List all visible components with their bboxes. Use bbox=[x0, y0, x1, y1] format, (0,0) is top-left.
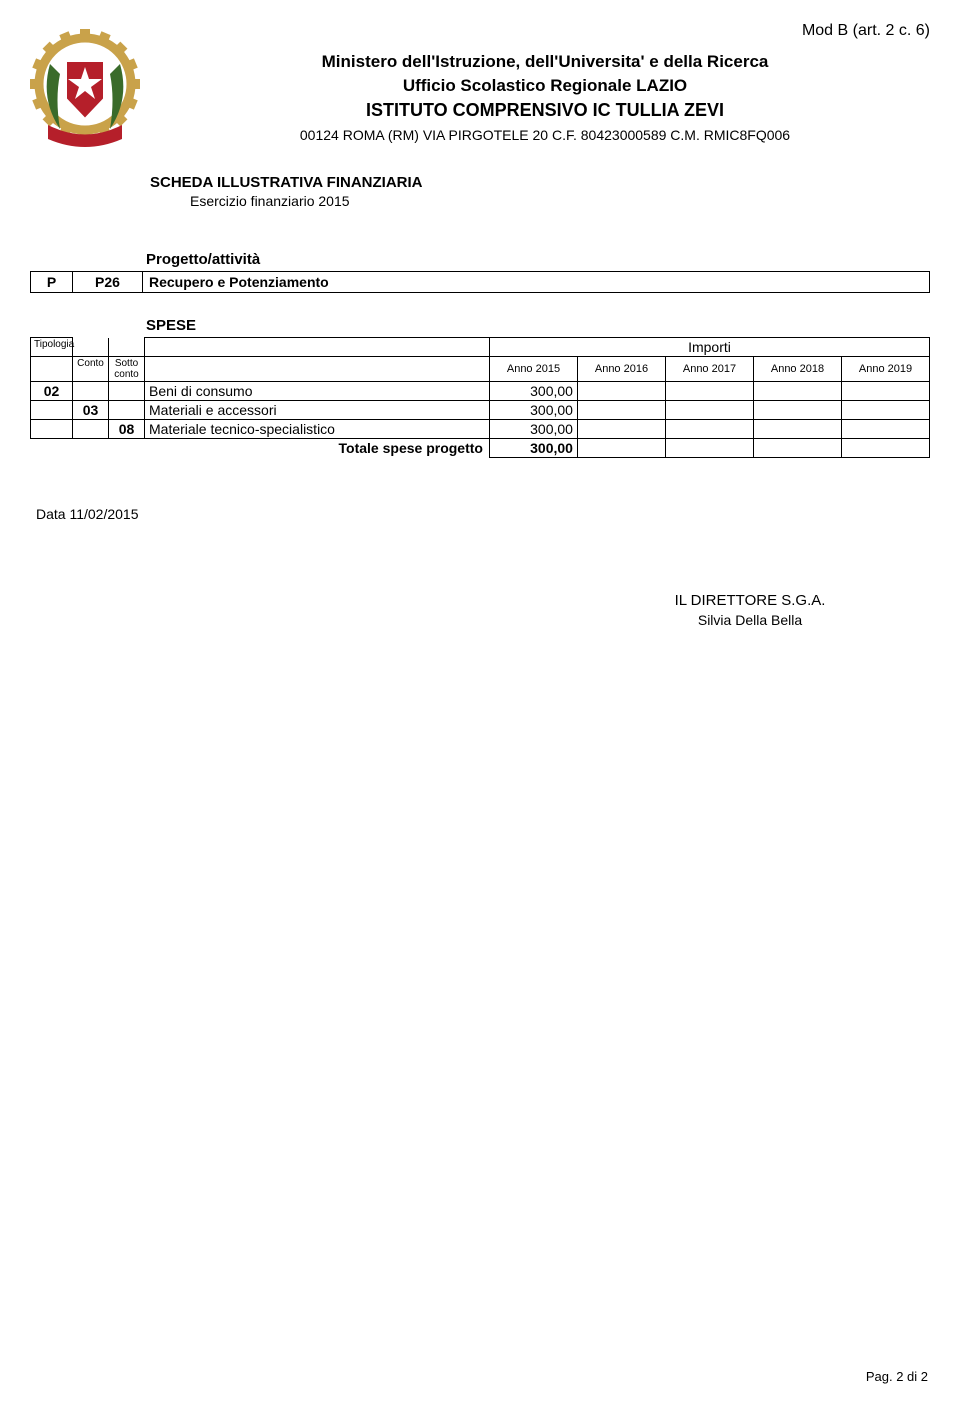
page-number: Pag. 2 di 2 bbox=[866, 1369, 928, 1384]
progetto-table: P P26 Recupero e Potenziamento bbox=[30, 271, 930, 293]
table-row-total: Totale spese progetto 300,00 bbox=[31, 439, 930, 458]
total-label: Totale spese progetto bbox=[31, 439, 490, 458]
cell-val bbox=[753, 382, 841, 401]
document-page: Mod B (art. 2 c. 6) bbox=[0, 0, 960, 1412]
cell-tip bbox=[31, 401, 73, 420]
total-val bbox=[577, 439, 665, 458]
table-row: Conto Sotto conto Anno 2015 Anno 2016 An… bbox=[31, 357, 930, 382]
table-row: P P26 Recupero e Potenziamento bbox=[31, 272, 930, 293]
data-line: Data 11/02/2015 bbox=[36, 506, 930, 522]
table-row: 02 Beni di consumo 300,00 bbox=[31, 382, 930, 401]
progetto-desc: Recupero e Potenziamento bbox=[143, 272, 930, 293]
cell-sotto bbox=[109, 382, 145, 401]
cell-conto bbox=[73, 420, 109, 439]
spacer bbox=[31, 357, 73, 382]
cell-val bbox=[753, 401, 841, 420]
cell-sotto bbox=[109, 401, 145, 420]
header-text: Ministero dell'Istruzione, dell'Universi… bbox=[160, 50, 930, 143]
cell-val: 300,00 bbox=[489, 401, 577, 420]
cell-val bbox=[577, 420, 665, 439]
cell-val bbox=[753, 420, 841, 439]
cell-val bbox=[665, 401, 753, 420]
cell-conto: 03 bbox=[73, 401, 109, 420]
cell-sotto: 08 bbox=[109, 420, 145, 439]
col-year: Anno 2015 bbox=[489, 357, 577, 382]
spacer bbox=[145, 357, 490, 382]
scheda-block: SCHEDA ILLUSTRATIVA FINANZIARIA Esercizi… bbox=[150, 174, 930, 209]
cell-conto bbox=[73, 382, 109, 401]
col-importi: Importi bbox=[489, 338, 929, 357]
total-val bbox=[841, 439, 929, 458]
progetto-label: Progetto/attività bbox=[146, 251, 930, 268]
cell-tip: 02 bbox=[31, 382, 73, 401]
header-block: Ministero dell'Istruzione, dell'Universi… bbox=[30, 25, 930, 154]
progetto-code1: P bbox=[31, 272, 73, 293]
cell-val: 300,00 bbox=[489, 382, 577, 401]
spacer bbox=[109, 338, 145, 357]
total-val: 300,00 bbox=[489, 439, 577, 458]
institute-line: ISTITUTO COMPRENSIVO IC TULLIA ZEVI bbox=[160, 100, 930, 121]
cell-val: 300,00 bbox=[489, 420, 577, 439]
col-tipologia: Tipologia bbox=[31, 338, 73, 357]
cell-val bbox=[841, 401, 929, 420]
progetto-code2: P26 bbox=[73, 272, 143, 293]
table-row: 08 Materiale tecnico-specialistico 300,0… bbox=[31, 420, 930, 439]
col-year: Anno 2017 bbox=[665, 357, 753, 382]
cell-val bbox=[577, 382, 665, 401]
signature-name: Silvia Della Bella bbox=[590, 612, 910, 628]
cell-val bbox=[841, 382, 929, 401]
italian-emblem-icon bbox=[30, 29, 140, 154]
spese-table: Tipologia Importi Conto Sotto conto Anno… bbox=[30, 337, 930, 458]
address-line: 00124 ROMA (RM) VIA PIRGOTELE 20 C.F. 80… bbox=[160, 127, 930, 143]
col-year: Anno 2018 bbox=[753, 357, 841, 382]
cell-val bbox=[665, 382, 753, 401]
cell-desc: Materiali e accessori bbox=[145, 401, 490, 420]
table-row: 03 Materiali e accessori 300,00 bbox=[31, 401, 930, 420]
cell-desc: Materiale tecnico-specialistico bbox=[145, 420, 490, 439]
signature-block: IL DIRETTORE S.G.A. Silvia Della Bella bbox=[590, 592, 910, 628]
cell-desc: Beni di consumo bbox=[145, 382, 490, 401]
scheda-title: SCHEDA ILLUSTRATIVA FINANZIARIA bbox=[150, 174, 930, 191]
col-year: Anno 2016 bbox=[577, 357, 665, 382]
office-line: Ufficio Scolastico Regionale LAZIO bbox=[160, 76, 930, 96]
col-year: Anno 2019 bbox=[841, 357, 929, 382]
spese-label: SPESE bbox=[146, 317, 930, 334]
col-sottoconto: Sotto conto bbox=[109, 357, 145, 382]
total-val bbox=[753, 439, 841, 458]
total-val bbox=[665, 439, 753, 458]
table-row: Tipologia Importi bbox=[31, 338, 930, 357]
signature-title: IL DIRETTORE S.G.A. bbox=[590, 592, 910, 609]
col-conto: Conto bbox=[73, 357, 109, 382]
scheda-subtitle: Esercizio finanziario 2015 bbox=[190, 193, 930, 209]
spacer bbox=[145, 338, 490, 357]
spacer bbox=[73, 338, 109, 357]
ministry-line: Ministero dell'Istruzione, dell'Universi… bbox=[160, 52, 930, 72]
cell-val bbox=[577, 401, 665, 420]
cell-tip bbox=[31, 420, 73, 439]
cell-val bbox=[841, 420, 929, 439]
mod-note: Mod B (art. 2 c. 6) bbox=[802, 22, 930, 40]
cell-val bbox=[665, 420, 753, 439]
